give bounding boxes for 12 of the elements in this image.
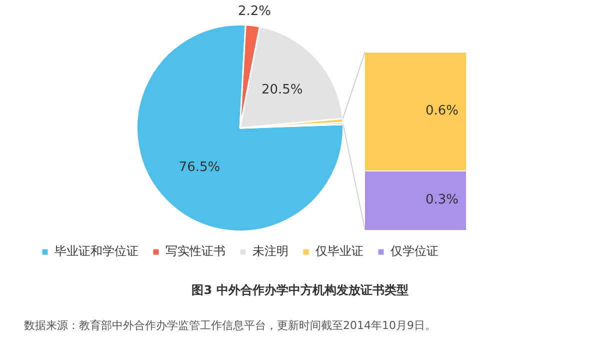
data-label: 0.6% (425, 104, 459, 119)
data-label: 2.2% (238, 4, 271, 20)
data-label: 76.5% (178, 160, 220, 176)
legend-label: 写实性证书 (166, 244, 226, 258)
text: 图3 中外合作办学中方机构发放证书类型 (190, 282, 410, 299)
data-label: 0.3% (425, 192, 459, 208)
legend-label: 毕业证和学位证 (54, 244, 138, 258)
legend-label: 未注明 (252, 244, 288, 258)
legend-label: 仅毕业证 (316, 244, 364, 258)
legend-label: 仅学位证 (390, 244, 438, 258)
source-note: 数据来源：教育部中外合作办学监管工作信息平台，更新时间截至2014年10月9日。 (24, 318, 436, 333)
data-label: 20.5% (261, 82, 303, 98)
